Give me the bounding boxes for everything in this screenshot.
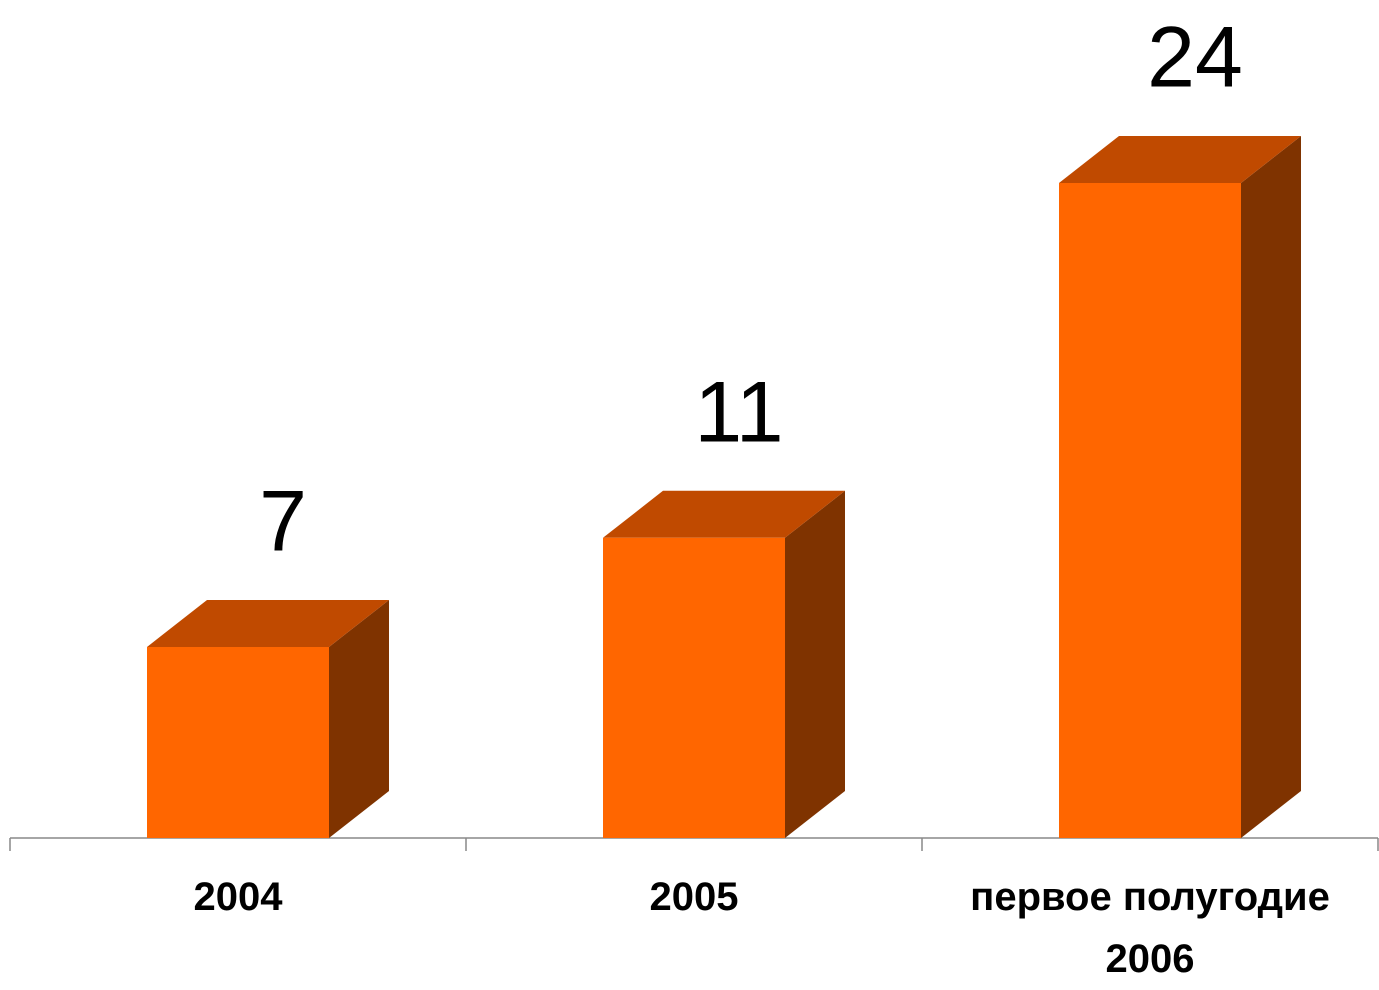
bar-top bbox=[147, 599, 389, 647]
bar-side bbox=[1241, 136, 1301, 838]
bar-front bbox=[603, 537, 785, 838]
bar-front bbox=[147, 646, 329, 838]
x-tick-label: 2005 bbox=[649, 875, 739, 919]
value-label: 24 bbox=[1147, 10, 1243, 106]
bar-top bbox=[603, 490, 845, 538]
bar bbox=[1059, 136, 1301, 838]
value-label: 7 bbox=[259, 474, 307, 570]
value-label: 11 bbox=[694, 365, 783, 461]
bar-side bbox=[785, 490, 845, 838]
bar-top bbox=[1059, 136, 1301, 183]
x-tick-label: 2004 bbox=[193, 875, 283, 919]
bar-side bbox=[329, 599, 389, 838]
bar bbox=[603, 490, 845, 838]
x-tick-label: первое полугодие 2006 bbox=[970, 875, 1330, 981]
bar-front bbox=[1059, 183, 1241, 838]
bar bbox=[147, 599, 389, 838]
